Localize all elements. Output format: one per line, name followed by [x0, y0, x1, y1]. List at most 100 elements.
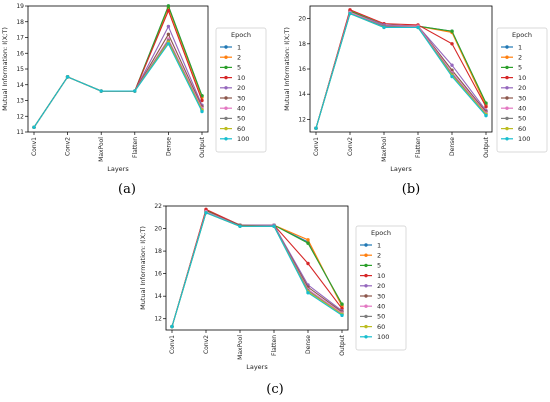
- point-epoch-100: [272, 224, 276, 228]
- legend-label-epoch-30: 30: [237, 94, 245, 102]
- point-epoch-100: [306, 291, 310, 295]
- legend-title: Epoch: [512, 31, 532, 39]
- point-epoch-5: [340, 302, 344, 306]
- legend-marker-epoch-60: [505, 126, 509, 131]
- point-epoch-5: [200, 94, 204, 98]
- series-line-epoch-50: [315, 12, 487, 129]
- legend-label-epoch-5: 5: [377, 262, 381, 270]
- point-epoch-100: [170, 324, 174, 329]
- legend-label-epoch-30: 30: [377, 292, 385, 300]
- legend-marker-epoch-20: [224, 86, 228, 90]
- point-epoch-10: [166, 9, 171, 13]
- legend-marker-epoch-2: [364, 253, 368, 257]
- series-line-epoch-40: [315, 11, 487, 129]
- point-epoch-100: [133, 89, 137, 93]
- legend-marker-epoch-2: [505, 55, 509, 59]
- x-tick-label: Output: [199, 136, 206, 157]
- legend-marker-epoch-5: [505, 65, 509, 70]
- point-epoch-100: [200, 109, 204, 114]
- series-line-epoch-30: [315, 11, 487, 129]
- series-line-epoch-5: [33, 4, 203, 128]
- x-tick-label: MaxPool: [381, 137, 388, 162]
- x-tick-label: Dense: [449, 137, 456, 156]
- legend-marker-epoch-50: [224, 116, 228, 121]
- legend-label-epoch-100: 100: [518, 135, 530, 143]
- legend-label-epoch-5: 5: [518, 64, 522, 72]
- y-tick-label: 12: [154, 316, 162, 323]
- point-epoch-100: [340, 313, 344, 318]
- legend-marker-epoch-100: [224, 137, 228, 141]
- legend-marker-epoch-60: [224, 126, 228, 131]
- y-tick-label: 18: [16, 19, 24, 26]
- legend-label-epoch-40: 40: [377, 303, 385, 311]
- series-line-epoch-30: [33, 33, 203, 128]
- x-tick-label: Dense: [305, 335, 312, 354]
- legend-marker-epoch-40: [224, 106, 228, 110]
- x-tick-label: Conv2: [65, 137, 72, 156]
- legend-marker-epoch-100: [505, 137, 509, 141]
- point-epoch-10: [348, 8, 352, 12]
- series-line-epoch-2: [315, 10, 487, 129]
- series-line-epoch-2: [171, 209, 343, 327]
- y-axis-label: Mutual Information: I(X;T): [139, 226, 147, 310]
- legend-label-epoch-2: 2: [518, 54, 522, 62]
- panel-label-c: (c): [266, 382, 283, 397]
- point-epoch-2: [306, 238, 310, 242]
- series-line-epoch-1: [315, 10, 487, 129]
- y-tick-label: 16: [154, 271, 162, 278]
- x-tick-label: Flatten: [415, 137, 422, 158]
- series-line-epoch-5: [171, 209, 343, 327]
- legend-marker-epoch-2: [224, 55, 228, 59]
- legend-marker-epoch-60: [364, 324, 368, 329]
- legend-marker-epoch-30: [364, 294, 368, 298]
- x-tick-label: Conv2: [347, 137, 354, 156]
- legend-marker-epoch-5: [224, 65, 228, 70]
- x-axis-label: Layers: [246, 363, 268, 371]
- legend-marker-epoch-10: [364, 273, 368, 278]
- legend-label-epoch-10: 10: [237, 74, 245, 82]
- series-line-epoch-100: [315, 12, 487, 129]
- y-tick-label: 14: [298, 91, 306, 98]
- legend: Epoch 1 2 5 10 20 30 40 50 60 100: [355, 225, 407, 351]
- y-tick-label: 22: [154, 203, 162, 210]
- point-epoch-100: [238, 224, 242, 228]
- legend-marker-epoch-20: [505, 86, 509, 90]
- x-tick-label: Flatten: [132, 137, 139, 158]
- point-epoch-100: [99, 89, 103, 93]
- point-epoch-20: [166, 24, 171, 29]
- y-tick-label: 13: [16, 98, 24, 105]
- series-line-epoch-60: [315, 12, 487, 129]
- series-line-epoch-20: [315, 11, 487, 129]
- legend-label-epoch-20: 20: [377, 282, 385, 290]
- legend-label-epoch-100: 100: [377, 333, 389, 341]
- point-epoch-100: [314, 126, 318, 130]
- legend-label-epoch-5: 5: [237, 64, 241, 72]
- plot-frame: [165, 205, 349, 331]
- series-line-epoch-20: [171, 210, 343, 327]
- legend-label-epoch-20: 20: [237, 84, 245, 92]
- x-tick-label: Output: [483, 136, 490, 157]
- y-tick-label: 17: [16, 35, 24, 42]
- series-line-epoch-40: [171, 210, 343, 327]
- legend-marker-epoch-100: [364, 335, 368, 339]
- legend-label-epoch-30: 30: [518, 94, 526, 102]
- x-tick-label: Flatten: [271, 335, 278, 356]
- point-epoch-30: [166, 32, 171, 37]
- legend-marker-epoch-1: [224, 45, 228, 49]
- legend-label-epoch-40: 40: [518, 105, 526, 113]
- y-tick-label: 20: [298, 16, 306, 23]
- legend-marker-epoch-40: [505, 106, 509, 110]
- point-epoch-5: [166, 4, 171, 8]
- point-epoch-100: [204, 211, 208, 215]
- legend-marker-epoch-1: [364, 243, 368, 247]
- series-line-epoch-1: [171, 209, 343, 327]
- y-axis-label: Mutual Information: I(X;T): [1, 27, 9, 111]
- series-line-epoch-30: [171, 210, 343, 327]
- series-line-epoch-5: [315, 10, 487, 129]
- legend-label-epoch-50: 50: [237, 115, 245, 123]
- legend-marker-epoch-30: [505, 96, 509, 100]
- series-line-epoch-50: [171, 212, 343, 327]
- legend-label-epoch-10: 10: [518, 74, 526, 82]
